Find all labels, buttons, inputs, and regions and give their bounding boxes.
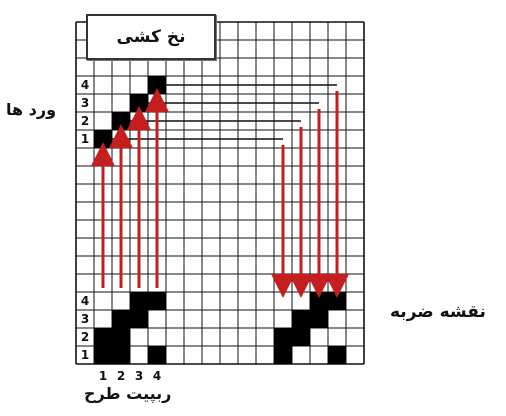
weave-repeat-cell [130, 292, 148, 310]
peg-plan-cell [310, 292, 328, 310]
row-number-top: 1 [81, 132, 89, 146]
peg-plan-cell [328, 292, 346, 310]
row-number-bottom: 1 [81, 348, 89, 362]
drafting-cell [112, 112, 130, 130]
drafting-cell [94, 130, 112, 148]
row-number-top: 4 [81, 78, 89, 92]
weave-repeat-cell [94, 328, 112, 346]
peg-plan-cell [274, 328, 292, 346]
row-number-top: 2 [81, 114, 89, 128]
row-number-bottom: 2 [81, 330, 89, 344]
weave-repeat-cell [130, 310, 148, 328]
row-number-top: 3 [81, 96, 89, 110]
weave-repeat-cell [148, 346, 166, 364]
column-number: 2 [117, 369, 125, 383]
peg-plan-cell [292, 310, 310, 328]
column-number: 3 [135, 369, 143, 383]
weave-repeat-cell [94, 346, 112, 364]
weave-repeat-cell [112, 328, 130, 346]
row-number-bottom: 4 [81, 294, 89, 308]
weave-repeat-label: ربپیت طرح [84, 384, 172, 403]
column-number: 4 [153, 369, 161, 383]
row-number-bottom: 3 [81, 312, 89, 326]
filled-cells [94, 76, 346, 364]
peg-plan-cell [292, 328, 310, 346]
drafting-title-box: نخ کشی [86, 14, 216, 60]
peg-plan-cell [274, 346, 292, 364]
drafting-title: نخ کشی [116, 27, 186, 47]
weave-repeat-cell [112, 310, 130, 328]
drafting-cell [130, 94, 148, 112]
arrows [91, 88, 349, 298]
peg-plan-cell [328, 346, 346, 364]
peg-plan-label: نقشه ضربه [390, 302, 486, 322]
weave-repeat-cell [148, 292, 166, 310]
weave-repeat-cell [112, 346, 130, 364]
drafting-cell [148, 76, 166, 94]
column-number: 1 [99, 369, 107, 383]
peg-plan-cell [310, 310, 328, 328]
warps-label: ورد ها [6, 100, 57, 119]
